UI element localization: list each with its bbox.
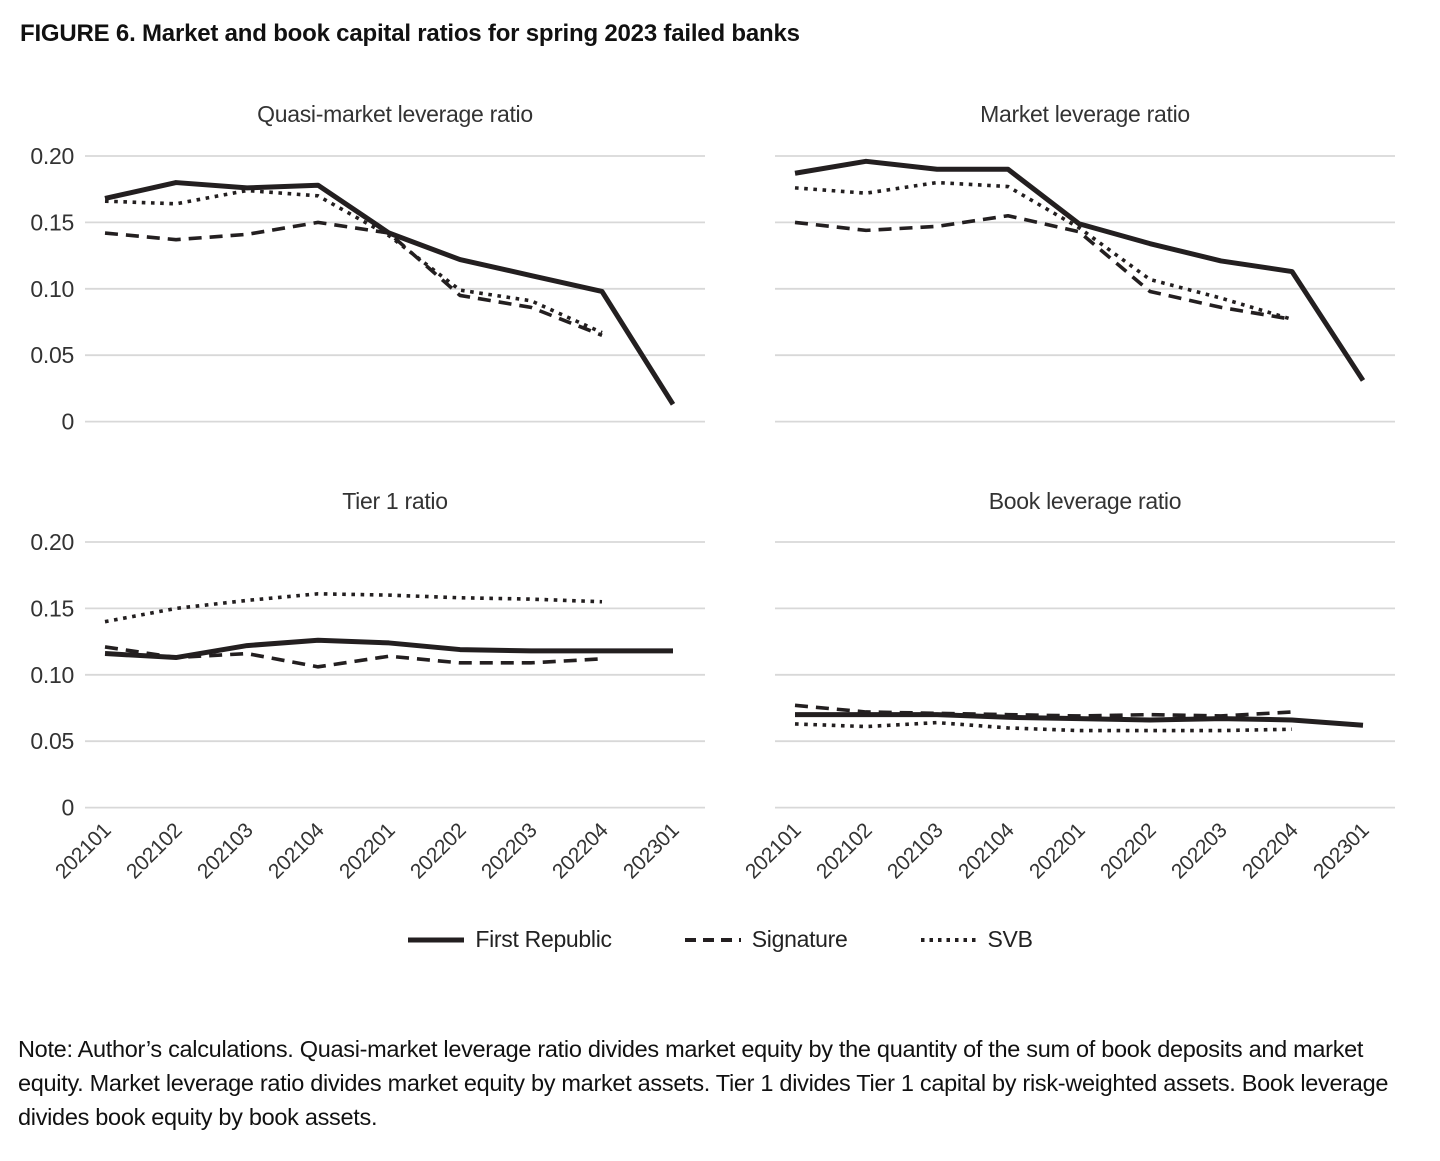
x-tick-label: 202104 xyxy=(264,818,329,883)
x-tick-label: 202202 xyxy=(406,819,471,884)
chart-quasi-market-leverage-ratio: 0.20 0.15 0.10 0.05 0 xyxy=(0,140,710,445)
chart-canvas xyxy=(775,155,1395,423)
x-tick-label: 202203 xyxy=(477,819,542,884)
x-tick-label: 202101 xyxy=(741,819,806,884)
series-line-svb xyxy=(794,720,1293,733)
series-line-first-republic xyxy=(104,637,673,661)
series-line-first-republic xyxy=(794,158,1366,382)
chart-market-leverage-ratio xyxy=(690,140,1400,445)
chart-canvas: 202101 202102 202103 202104 202201 202202 2022… xyxy=(741,541,1395,884)
series-line-svb xyxy=(104,188,603,335)
x-tick-label: 202201 xyxy=(1025,819,1090,884)
x-tick-label: 202102 xyxy=(812,819,877,884)
chart-title-tier-1-ratio: Tier 1 ratio xyxy=(342,488,448,514)
series-line-signature xyxy=(794,213,1293,322)
dotted-line-sample-icon xyxy=(920,937,977,942)
legend-label: First Republic xyxy=(475,926,612,952)
y-tick-label: 0.15 xyxy=(30,595,74,621)
y-tick-label: 0 xyxy=(62,795,75,821)
legend: First Republic Signature SVB xyxy=(0,926,1440,953)
x-tick-label: 202201 xyxy=(335,819,400,884)
figure-title: FIGURE 6. Market and book capital ratios… xyxy=(20,20,800,47)
series-line-svb xyxy=(794,180,1293,322)
chart-title-market-leverage-ratio: Market leverage ratio xyxy=(980,101,1190,127)
x-tick-label: 202204 xyxy=(548,818,613,883)
y-tick-label: 0.05 xyxy=(30,342,74,368)
y-tick-label: 0.20 xyxy=(30,143,74,169)
figure-note: Note: Author’s calculations. Quasi-marke… xyxy=(18,1035,1389,1130)
x-tick-label: 202103 xyxy=(193,819,258,884)
x-tick-label: 202203 xyxy=(1167,819,1232,884)
y-tick-label: 0.10 xyxy=(30,662,74,688)
legend-label: Signature xyxy=(751,926,848,952)
solid-line-sample-icon xyxy=(408,937,465,942)
y-tick-label: 0.10 xyxy=(30,276,74,302)
legend-item-signature: Signature xyxy=(684,926,848,953)
x-tick-label: 202301 xyxy=(1309,819,1374,884)
series-line-first-republic xyxy=(104,180,676,406)
dashed-line-sample-icon xyxy=(684,937,741,942)
series-line-svb xyxy=(104,591,603,624)
x-tick-label: 202202 xyxy=(1096,819,1161,884)
legend-item-svb: SVB xyxy=(920,926,1033,953)
series-line-signature xyxy=(104,220,603,337)
x-tick-label: 202102 xyxy=(122,819,187,884)
chart-tier-1-ratio: 0.20 0.15 0.10 0.05 0 202101 202102 202103 20210… xyxy=(0,526,710,916)
y-tick-label: 0.05 xyxy=(30,728,74,754)
y-tick-label: 0 xyxy=(62,409,75,435)
x-tick-label: 202101 xyxy=(51,819,116,884)
chart-title-quasi-market-leverage-ratio: Quasi-market leverage ratio xyxy=(257,101,533,127)
series-line-first-republic xyxy=(795,712,1364,728)
x-tick-label: 202103 xyxy=(883,819,948,884)
chart-canvas: 0.20 0.15 0.10 0.05 0 xyxy=(30,143,705,435)
chart-book-leverage-ratio: 202101 202102 202103 202104 202201 202202 2022… xyxy=(690,526,1400,916)
x-tick-label: 202104 xyxy=(954,818,1019,883)
legend-label: SVB xyxy=(987,926,1033,952)
x-tick-label: 202204 xyxy=(1238,818,1303,883)
y-tick-label: 0.20 xyxy=(30,529,74,555)
y-tick-label: 0.15 xyxy=(30,209,74,235)
x-tick-label: 202301 xyxy=(619,819,684,884)
legend-item-first-republic: First Republic xyxy=(407,926,612,953)
chart-title-book-leverage-ratio: Book leverage ratio xyxy=(988,488,1182,514)
